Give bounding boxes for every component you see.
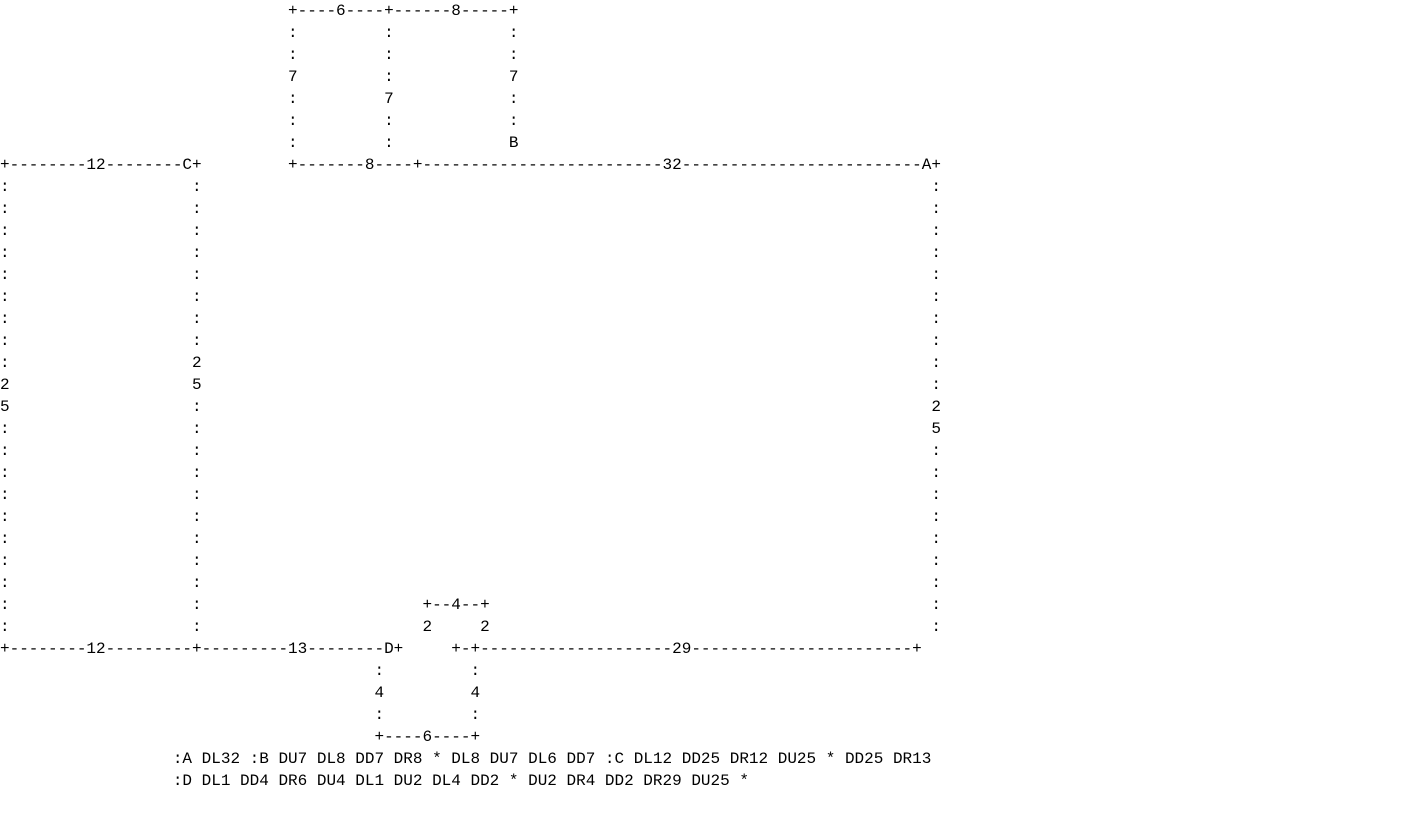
diagram-line: 2 5 : [0, 376, 941, 394]
instruction-line: :D DL1 DD4 DR6 DU4 DL1 DU2 DL4 DD2 * DU2… [0, 772, 749, 790]
diagram-line: : : : [0, 486, 941, 504]
diagram-line: +----6----+------8-----+ [0, 2, 519, 20]
diagram-line: : : [0, 662, 481, 680]
diagram-line: : : : [0, 464, 941, 482]
diagram-line: 5 : 2 [0, 398, 941, 416]
diagram-line: : : : [0, 310, 941, 328]
diagram-line: : : : [0, 222, 941, 240]
diagram-line: : : : [0, 530, 941, 548]
diagram-line: : : : [0, 552, 941, 570]
diagram-line: : : : [0, 508, 941, 526]
diagram-line: : : : [0, 24, 519, 42]
diagram-line: : : : [0, 288, 941, 306]
diagram-line: : : +--4--+ : [0, 596, 941, 614]
diagram-line: : : : [0, 244, 941, 262]
diagram-line: : : : [0, 332, 941, 350]
diagram-line: +----6----+ [0, 728, 481, 746]
diagram-line: : : : [0, 178, 941, 196]
diagram-line: : : : [0, 574, 941, 592]
diagram-line: 7 : 7 [0, 68, 519, 86]
diagram-line: : 7 : [0, 90, 519, 108]
diagram-line: +--------12--------C+ +-------8----+----… [0, 156, 941, 174]
diagram-line: 4 4 [0, 684, 481, 702]
diagram-line: : : : [0, 200, 941, 218]
diagram-line: : : : [0, 112, 519, 130]
diagram-line: : : : [0, 442, 941, 460]
diagram-line: : : [0, 706, 481, 724]
diagram-line: : : 2 2 : [0, 618, 941, 636]
ascii-floor-plan-diagram: +----6----+------8-----+ : : : : : : 7 :… [0, 2, 941, 790]
diagram-line: +--------12---------+---------13--------… [0, 640, 922, 658]
diagram-line: : : : [0, 266, 941, 284]
instruction-line: :A DL32 :B DU7 DL8 DD7 DR8 * DL8 DU7 DL6… [0, 750, 932, 768]
diagram-line: : : 5 [0, 420, 941, 438]
diagram-line: : : : [0, 46, 519, 64]
diagram-line: : 2 : [0, 354, 941, 372]
diagram-line: : : B [0, 134, 519, 152]
